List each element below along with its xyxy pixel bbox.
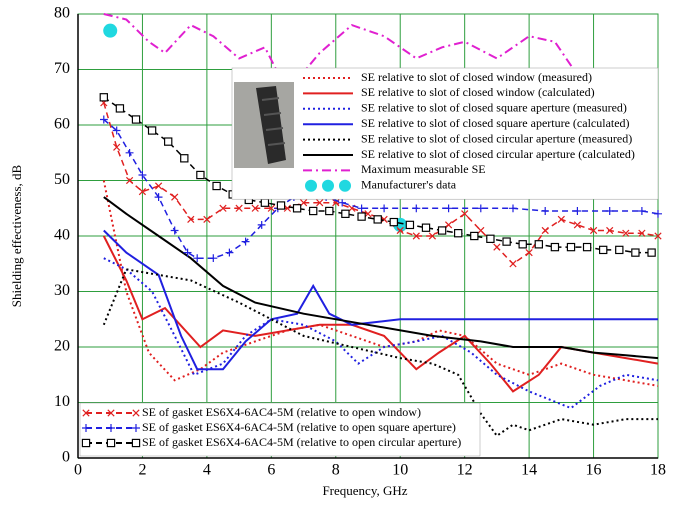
legend-label: Manufacturer's data [361, 178, 457, 192]
legend-label: SE relative to slot of closed square ape… [361, 101, 627, 115]
legend-box [231, 67, 659, 200]
y-tick-label: 80 [54, 5, 70, 22]
legend-label: SE relative to slot of closed square ape… [361, 116, 630, 130]
x-tick-label: 16 [586, 462, 602, 479]
legend-label: SE relative to slot of closed window (me… [361, 70, 592, 84]
y-tick-label: 70 [54, 60, 70, 77]
legend-swatch [339, 179, 351, 192]
x-tick-label: 14 [521, 462, 537, 479]
x-tick-label: 12 [457, 462, 473, 479]
legend-swatch [322, 179, 334, 192]
series-line [103, 229, 658, 371]
gasket-photo [234, 82, 294, 168]
x-tick-label: 0 [74, 462, 82, 479]
legend-label: SE of gasket ES6X4-6AC4-5M (relative to … [142, 420, 456, 434]
legend-lower: SE of gasket ES6X4-6AC4-5M (relative to … [79, 402, 481, 457]
x-axis-label: Frequency, GHz [322, 483, 407, 498]
data-point [103, 23, 118, 38]
y-tick-label: 30 [54, 282, 70, 299]
legend-label: SE relative to slot of closed window (ca… [361, 85, 595, 99]
x-tick-label: 2 [138, 462, 146, 479]
legend-box [79, 402, 481, 457]
y-axis-label: Shielding effectiveness, dB [9, 164, 24, 307]
photo-gasket-texture [261, 97, 286, 146]
y-tick-label: 40 [54, 227, 70, 244]
legend-label: SE relative to slot of closed circular a… [361, 147, 635, 161]
x-tick-label: 18 [650, 462, 666, 479]
x-tick-label: 6 [267, 462, 275, 479]
y-tick-label: 60 [54, 116, 70, 133]
x-tick-label: 4 [203, 462, 211, 479]
y-tick-label: 20 [54, 338, 70, 355]
x-tick-label: 10 [392, 462, 408, 479]
y-tick-label: 10 [54, 393, 70, 410]
legend-swatch [305, 179, 317, 192]
legend-label: Maximum measurable SE [361, 162, 486, 176]
series-line [102, 180, 659, 387]
legend-label: SE relative to slot of closed circular a… [361, 131, 632, 145]
series-line [102, 268, 658, 438]
series-line [102, 235, 659, 393]
y-tick-label: 0 [62, 449, 70, 466]
x-tick-label: 8 [332, 462, 340, 479]
y-tick-label: 50 [54, 171, 70, 188]
legend-label: SE of gasket ES6X4-6AC4-5M (relative to … [142, 435, 461, 449]
series-line [103, 257, 659, 410]
series-line [99, 93, 656, 257]
legend-label: SE of gasket ES6X4-6AC4-5M (relative to … [142, 405, 421, 419]
legend-upper: SE relative to slot of closed window (me… [231, 67, 659, 200]
